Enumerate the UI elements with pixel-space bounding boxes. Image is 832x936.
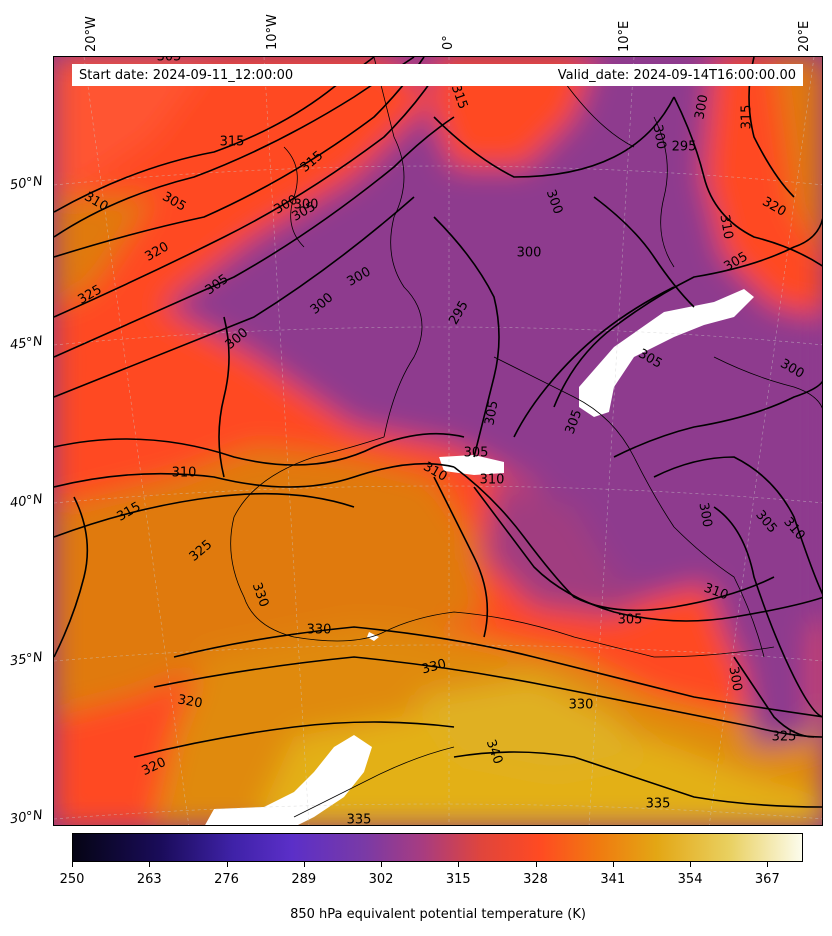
colorbar-tick-mark (381, 862, 383, 867)
colorbar-tick-mark (226, 862, 228, 867)
colorbar-tick-label: 289 (291, 872, 317, 887)
contour-label: 295 (672, 140, 697, 155)
lat-label-40n: 40°N (9, 491, 44, 512)
lon-label-20e: 20°E (797, 20, 812, 52)
colorbar-tick-label: 276 (214, 872, 239, 887)
contour-label: 325 (772, 730, 797, 745)
contour-label: 310 (172, 466, 197, 481)
contour-lines (54, 57, 822, 808)
colorbar-label: 850 hPa equivalent potential temperature… (290, 907, 586, 922)
contour-label: 315 (220, 135, 245, 150)
graticule (54, 57, 822, 825)
contour-label: 315 (740, 105, 755, 130)
contour-label: 310 (716, 213, 735, 240)
filled-field (54, 57, 822, 825)
contour-label: 335 (347, 813, 372, 827)
colorbar-tick-label: 250 (59, 872, 85, 887)
colorbar-tick-label: 367 (754, 872, 780, 887)
contour-label: 305 (157, 57, 182, 65)
contour-label: 300 (517, 246, 542, 261)
colorbar-tick-mark (535, 862, 537, 867)
lon-label-10e: 10°E (617, 20, 632, 52)
lon-label-10w: 10°W (265, 14, 280, 50)
contour-label: 300 (695, 501, 714, 528)
colorbar-tick-mark (303, 862, 305, 867)
contour-label: 305 (618, 613, 643, 628)
lon-label-0: 0° (441, 35, 456, 50)
colorbar-tick-label: 341 (600, 872, 626, 887)
contour-label: 305 (482, 399, 501, 426)
contour-label: 330 (420, 657, 448, 678)
lon-label-20w: 20°W (84, 16, 99, 52)
colorbar-tick-label: 263 (136, 872, 162, 887)
contour-label: 300 (692, 93, 711, 120)
colorbar-tick-label: 328 (523, 872, 548, 887)
contour-label: 330 (307, 623, 332, 638)
date-info-bar: Start date: 2024-09-11_12:00:00 Valid_da… (72, 64, 803, 86)
contour-label: 300 (294, 198, 319, 213)
contour-label: 300 (649, 123, 668, 150)
contour-label: 330 (569, 698, 594, 713)
colorbar (72, 833, 803, 862)
colorbar-tick-mark (612, 862, 614, 867)
colorbar-tick-mark (149, 862, 151, 867)
valid-date-text: Valid_date: 2024-09-14T16:00:00.00 (557, 67, 796, 83)
colorbar-tick-label: 302 (368, 872, 394, 887)
lat-label-35n: 35°N (9, 649, 44, 670)
lat-label-45n: 45°N (9, 333, 44, 354)
lat-label-50n: 50°N (9, 173, 44, 194)
start-date-text: Start date: 2024-09-11_12:00:00 (79, 67, 294, 83)
contour-label: 310 (480, 473, 505, 488)
colorbar-tick-label: 354 (677, 872, 703, 887)
map-panel[interactable]: 305 315 315 305 315 310 300 305 320 325 305 300 300 3… (53, 56, 823, 826)
masked-terrain (205, 289, 754, 825)
contour-label: 335 (646, 797, 671, 812)
contour-label: 320 (176, 692, 203, 711)
colorbar-tick-mark (690, 862, 692, 867)
lat-label-30n: 30°N (9, 807, 44, 828)
colorbar-tick-mark (72, 862, 73, 867)
contour-label: 300 (725, 665, 744, 692)
colorbar-tick-mark (767, 862, 769, 867)
contour-label: 305 (464, 446, 489, 461)
colorbar-tick-label: 315 (445, 872, 471, 887)
colorbar-tick-mark (458, 862, 460, 867)
